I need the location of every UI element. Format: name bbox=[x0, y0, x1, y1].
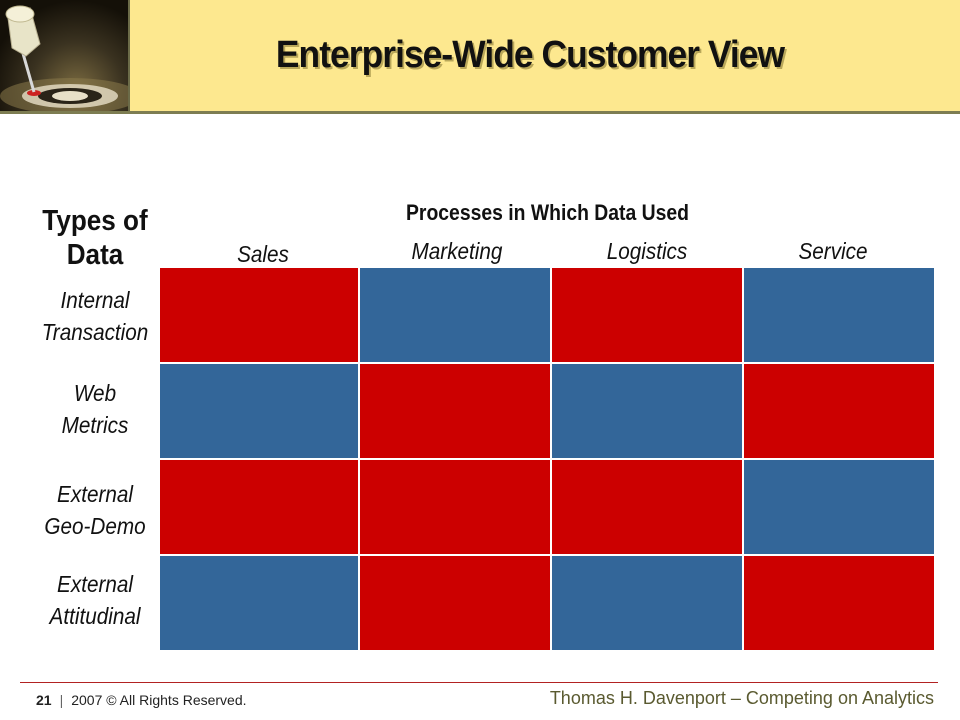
grid-cell bbox=[552, 268, 742, 362]
row-label-web-metrics: Web Metrics bbox=[28, 377, 163, 441]
data-usage-grid bbox=[160, 268, 936, 652]
pushpin-target-icon bbox=[0, 0, 128, 111]
row-label-line2: Attitudinal bbox=[49, 603, 141, 629]
column-group-title: Processes in Which Data Used bbox=[406, 200, 689, 225]
grid-cell bbox=[744, 364, 934, 458]
grid-cell bbox=[552, 460, 742, 554]
row-label-line2: Geo-Demo bbox=[44, 513, 146, 539]
row-label-internal-transaction: Internal Transaction bbox=[28, 284, 163, 348]
grid-cell bbox=[552, 364, 742, 458]
footer-separator: | bbox=[59, 692, 64, 708]
grid-cell bbox=[360, 268, 550, 362]
grid-cell bbox=[360, 364, 550, 458]
footer-divider bbox=[20, 682, 938, 683]
footer-credit: Thomas H. Davenport – Competing on Analy… bbox=[549, 688, 934, 708]
row-label-line1: External bbox=[57, 481, 133, 507]
grid-cell bbox=[744, 460, 934, 554]
column-label-service: Service bbox=[798, 238, 868, 264]
grid-cell bbox=[160, 364, 358, 458]
grid-cell bbox=[160, 556, 358, 650]
slide-header bbox=[0, 0, 960, 112]
row-label-line2: Transaction bbox=[41, 319, 149, 345]
column-label-marketing: Marketing bbox=[411, 238, 503, 264]
grid-cell bbox=[552, 556, 742, 650]
row-label-line2: Metrics bbox=[61, 412, 129, 438]
row-label-line1: Internal bbox=[60, 287, 130, 313]
row-header-title-line1: Types of bbox=[42, 205, 148, 237]
page-number: 21 bbox=[36, 692, 52, 708]
row-label-external-geo-demo: External Geo-Demo bbox=[28, 478, 163, 542]
column-label-sales: Sales bbox=[237, 241, 289, 267]
row-header-title-line2: Data bbox=[66, 239, 124, 271]
row-label-external-attitudinal: External Attitudinal bbox=[28, 568, 163, 632]
header-underline bbox=[0, 111, 960, 114]
grid-cell bbox=[360, 556, 550, 650]
footer-copyright: 2007 © All Rights Reserved. bbox=[71, 692, 247, 708]
slide-title: Enterprise-Wide Customer View bbox=[275, 34, 785, 76]
column-label-logistics: Logistics bbox=[606, 238, 688, 264]
row-label-line1: External bbox=[57, 571, 133, 597]
grid-cell bbox=[360, 460, 550, 554]
grid-cell bbox=[744, 556, 934, 650]
header-divider bbox=[128, 0, 130, 111]
grid-cell bbox=[160, 268, 358, 362]
footer-left: 21 | 2007 © All Rights Reserved. bbox=[36, 692, 247, 708]
grid-cell bbox=[744, 268, 934, 362]
row-label-line1: Web bbox=[73, 380, 117, 406]
row-header-title: Types of Data bbox=[28, 204, 163, 272]
grid-cell bbox=[160, 460, 358, 554]
